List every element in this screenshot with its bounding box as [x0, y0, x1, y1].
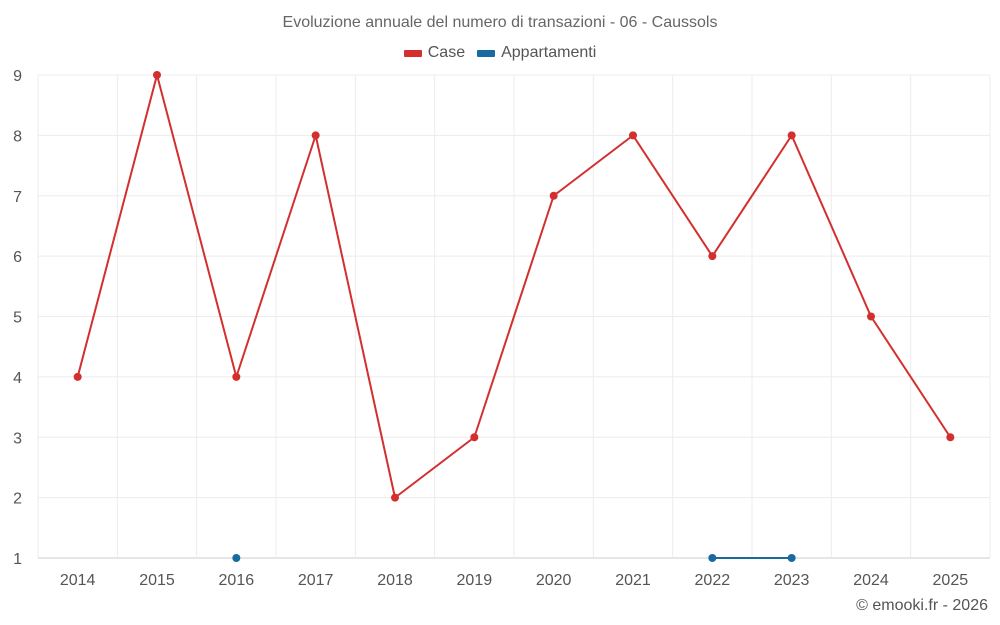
x-tick-label: 2021	[615, 572, 651, 589]
x-tick-label: 2015	[139, 572, 175, 589]
series-line-case	[235, 135, 317, 378]
legend-swatch-case	[403, 49, 422, 57]
y-tick-label: 8	[13, 128, 22, 145]
legend: Case Appartamenti	[0, 44, 1000, 62]
credit-text: © emooki.fr - 2026	[856, 597, 988, 614]
x-tick-label: 2016	[219, 572, 255, 589]
y-tick-label: 1	[13, 551, 22, 568]
data-point-case[interactable]	[73, 372, 82, 381]
data-point-appartamenti[interactable]	[232, 554, 241, 562]
y-tick-label: 4	[13, 370, 22, 387]
legend-swatch-appartamenti	[477, 49, 496, 57]
data-point-case[interactable]	[391, 493, 399, 502]
axes: 1 2 3 4 5 6 7 8 9 2014 2015 2016 2017 2018 2019 2020 202…	[13, 68, 968, 589]
data-point-case[interactable]	[470, 433, 479, 442]
series-line-case	[632, 134, 714, 257]
x-tick-label: 2020	[536, 572, 572, 589]
series-line-case	[76, 74, 158, 378]
x-tick-label: 2022	[695, 572, 731, 589]
x-tick-label: 2024	[853, 572, 889, 589]
legend-item-appartamenti[interactable]: Appartamenti	[477, 44, 596, 62]
y-tick-label: 3	[13, 430, 22, 447]
series-line-case	[156, 74, 238, 378]
x-tick-label: 2014	[60, 572, 96, 589]
data-point-case[interactable]	[867, 312, 875, 321]
series-line-case	[790, 134, 872, 317]
x-tick-label: 2018	[377, 572, 413, 589]
data-point-case[interactable]	[232, 372, 241, 381]
data-point-case[interactable]	[708, 252, 717, 261]
y-tick-label: 2	[13, 491, 22, 508]
x-tick-label: 2019	[457, 572, 493, 589]
data-point-case[interactable]	[549, 191, 558, 200]
y-tick-label: 6	[13, 249, 22, 266]
data-point-case[interactable]	[787, 131, 796, 140]
x-tick-label: 2023	[774, 572, 810, 589]
legend-item-case[interactable]: Case	[403, 44, 466, 62]
data-point-case[interactable]	[311, 131, 320, 140]
data-point-case[interactable]	[629, 131, 637, 140]
series-points	[73, 71, 955, 562]
x-tick-label: 2025	[933, 572, 969, 589]
data-point-appartamenti[interactable]	[787, 554, 796, 562]
series-line-case	[394, 436, 475, 499]
chart-title: Evoluzione annuale del numero di transaz…	[282, 14, 718, 31]
x-tick-label: 2017	[298, 572, 334, 589]
series-line-case	[473, 195, 555, 438]
data-point-appartamenti[interactable]	[708, 554, 717, 562]
legend-label-case: Case	[427, 44, 466, 61]
series-line-case	[553, 134, 634, 197]
data-point-case[interactable]	[946, 433, 955, 442]
series-line-case	[711, 134, 793, 257]
y-tick-label: 5	[13, 310, 22, 327]
series-line-case	[870, 315, 952, 438]
data-point-case[interactable]	[153, 71, 161, 79]
legend-label-appartamenti: Appartamenti	[501, 44, 597, 61]
series-lines	[76, 74, 952, 559]
y-tick-label: 9	[13, 68, 22, 85]
series-line-case	[314, 135, 396, 498]
y-tick-label: 7	[13, 189, 22, 206]
